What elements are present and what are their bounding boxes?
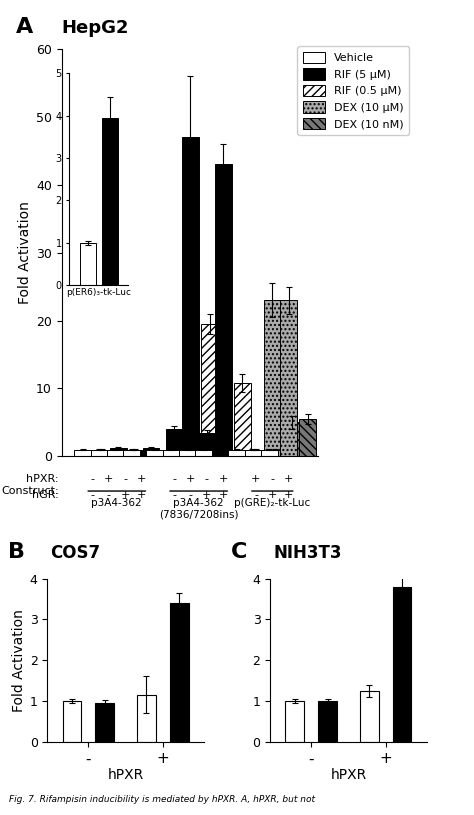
Text: +: + — [268, 490, 277, 500]
Bar — [267, 450, 283, 456]
Bar — [300, 419, 317, 456]
Legend: Vehicle, RIF (5 μM), RIF (0.5 μM), DEX (10 μM), DEX (10 nM): Vehicle, RIF (5 μM), RIF (0.5 μM), DEX (… — [298, 46, 409, 134]
Y-axis label: Fold Activation: Fold Activation — [18, 201, 32, 304]
Bar — [110, 448, 127, 456]
Bar — [318, 701, 337, 742]
Text: hGR:: hGR: — [32, 490, 59, 500]
Bar — [182, 137, 199, 456]
Text: hPXR:: hPXR: — [27, 474, 59, 484]
X-axis label: hPXR: hPXR — [330, 768, 366, 782]
Bar — [280, 300, 297, 456]
Bar — [163, 450, 180, 456]
Text: -: - — [123, 474, 127, 484]
Text: A: A — [16, 16, 33, 37]
X-axis label: hPXR: hPXR — [108, 768, 144, 782]
Bar — [360, 691, 379, 742]
Y-axis label: Fold Activation: Fold Activation — [11, 609, 26, 711]
Bar — [261, 450, 278, 456]
Text: +: + — [284, 474, 293, 484]
Bar — [285, 701, 304, 742]
Bar — [93, 450, 110, 456]
Text: C: C — [231, 542, 247, 562]
Text: -: - — [107, 490, 110, 500]
Bar — [143, 448, 159, 456]
Bar — [91, 450, 108, 456]
Text: -: - — [90, 474, 94, 484]
Text: +: + — [186, 474, 195, 484]
Text: p3A4-362
(7836/7208ins): p3A4-362 (7836/7208ins) — [159, 498, 238, 520]
Text: p(GRE)₂-tk-Luc: p(GRE)₂-tk-Luc — [234, 498, 310, 508]
Text: +: + — [104, 474, 113, 484]
Bar — [392, 587, 411, 742]
Bar — [247, 450, 264, 456]
Text: -: - — [189, 490, 192, 500]
Text: +: + — [284, 490, 293, 500]
Bar — [185, 450, 202, 456]
Bar — [146, 450, 164, 456]
Text: Construct:: Construct: — [1, 486, 59, 496]
Bar — [107, 450, 124, 456]
Text: +: + — [137, 490, 146, 500]
Text: -: - — [172, 490, 176, 500]
Bar — [95, 703, 114, 742]
Text: HepG2: HepG2 — [62, 19, 129, 37]
Text: p3A4-362: p3A4-362 — [91, 498, 142, 508]
Text: -: - — [270, 474, 274, 484]
Text: -: - — [172, 474, 176, 484]
Bar — [63, 701, 82, 742]
Text: +: + — [219, 490, 228, 500]
Bar — [264, 300, 281, 456]
Text: +: + — [120, 490, 130, 500]
Bar — [199, 433, 215, 456]
Bar — [137, 694, 156, 742]
Bar — [170, 603, 189, 742]
Bar — [179, 450, 196, 456]
Bar — [195, 450, 212, 456]
Text: -: - — [205, 474, 209, 484]
Bar — [165, 430, 182, 456]
Text: +: + — [202, 490, 211, 500]
Text: COS7: COS7 — [51, 544, 100, 562]
Bar — [283, 422, 300, 456]
Bar — [228, 450, 245, 456]
Text: NIH3T3: NIH3T3 — [273, 544, 342, 562]
Text: +: + — [219, 474, 228, 484]
Text: -: - — [254, 490, 258, 500]
Bar — [215, 165, 232, 456]
Text: B: B — [9, 542, 25, 562]
Text: -: - — [90, 490, 94, 500]
Bar — [245, 450, 262, 456]
Bar — [234, 383, 251, 456]
Bar — [126, 450, 143, 456]
Text: +: + — [251, 474, 261, 484]
Bar — [218, 450, 235, 456]
Text: Fig. 7. Rifampisin inducibility is mediated by hPXR. A, hPXR, but not: Fig. 7. Rifampisin inducibility is media… — [9, 795, 316, 804]
Bar — [74, 450, 91, 456]
Text: +: + — [137, 474, 146, 484]
Bar — [201, 324, 218, 456]
Bar — [123, 450, 140, 456]
